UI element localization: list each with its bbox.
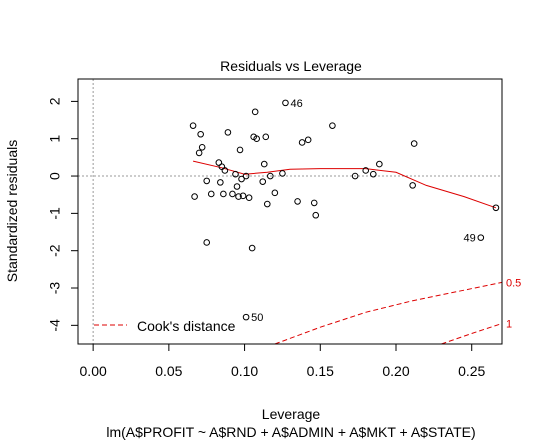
cooks-level-label: 1 <box>506 318 512 330</box>
data-point <box>298 139 306 146</box>
y-tick-label: -2 <box>47 244 63 257</box>
data-point <box>271 189 279 197</box>
data-point <box>312 211 320 219</box>
data-point <box>238 175 245 183</box>
data-point <box>203 177 211 185</box>
data-point <box>197 130 204 138</box>
x-tick-label: 0.10 <box>231 363 258 379</box>
data-point <box>351 172 359 180</box>
data-point <box>236 146 244 154</box>
data-points <box>189 99 500 321</box>
cooks-contour-1 <box>441 323 502 344</box>
data-point <box>369 170 377 178</box>
data-point <box>362 167 370 174</box>
data-point <box>477 234 485 241</box>
data-point <box>492 204 500 212</box>
data-point <box>191 193 198 200</box>
x-tick-label: 0.25 <box>458 363 485 379</box>
data-point <box>217 179 224 186</box>
legend: Cook's distance <box>94 318 236 334</box>
y-tick-label: -3 <box>47 282 63 295</box>
data-point <box>233 183 241 190</box>
data-point <box>279 170 286 177</box>
data-point <box>239 192 247 200</box>
y-axis-label: Standardized residuals <box>4 140 20 282</box>
data-point <box>235 193 242 200</box>
data-point <box>189 122 197 129</box>
data-point <box>259 178 267 185</box>
data-point <box>245 194 253 201</box>
data-point <box>304 136 312 144</box>
chart-title: Residuals vs Leverage <box>220 58 362 74</box>
data-point <box>282 99 289 107</box>
x-tick-label: 0.15 <box>307 363 334 379</box>
data-point <box>376 160 383 168</box>
x-axis-label: Leverage <box>262 406 321 422</box>
data-point <box>220 190 227 198</box>
data-point <box>242 172 250 180</box>
y-tick-label: -4 <box>47 319 63 332</box>
x-tick-label: 0.20 <box>382 363 409 379</box>
cooks-contour-0.5 <box>274 281 502 344</box>
x-tick-label: 0.00 <box>80 363 107 379</box>
point-label: 50 <box>251 312 263 324</box>
data-point <box>198 144 206 151</box>
y-tick-label: 1 <box>47 135 63 143</box>
data-point <box>329 122 336 129</box>
data-point <box>248 244 256 252</box>
plot-frame <box>77 78 503 345</box>
data-point <box>242 313 250 321</box>
x-tick-label: 0.05 <box>155 363 182 379</box>
x-axis-subtitle: lm(A$PROFIT ~ A$RND + A$ADMIN + A$MKT + … <box>106 424 475 440</box>
data-point <box>195 149 203 157</box>
y-axis: -4 -3 -2 -1 0 1 2 <box>47 97 79 332</box>
data-point <box>262 133 270 141</box>
data-point <box>409 182 416 189</box>
data-point <box>203 239 211 246</box>
data-point <box>310 199 318 207</box>
data-point <box>260 160 268 168</box>
y-tick-label: 0 <box>47 172 63 180</box>
data-point <box>263 200 271 208</box>
point-label: 46 <box>290 98 302 110</box>
point-label: 49 <box>464 233 476 245</box>
y-tick-label: 2 <box>47 97 63 105</box>
data-point <box>294 198 301 205</box>
y-tick-label: -1 <box>47 207 63 220</box>
data-point <box>410 140 418 147</box>
data-point <box>232 170 239 178</box>
cooks-level-label: 0.5 <box>506 277 521 289</box>
data-point <box>221 167 229 174</box>
data-point <box>207 190 215 198</box>
data-point <box>218 163 226 171</box>
legend-label: Cook's distance <box>137 318 236 334</box>
data-point <box>267 172 274 180</box>
data-point <box>251 108 259 116</box>
reference-lines <box>78 79 502 344</box>
point-labels: 46 49 50 <box>251 98 476 324</box>
data-point <box>229 190 236 198</box>
x-axis: 0.00 0.05 0.10 0.15 0.20 0.25 <box>80 343 486 379</box>
data-point <box>253 135 260 143</box>
data-point <box>224 129 232 136</box>
cooks-distance-contours <box>274 281 502 344</box>
